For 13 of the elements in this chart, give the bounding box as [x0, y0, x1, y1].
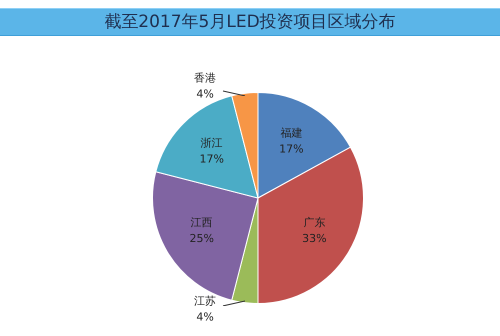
data-label: 4% — [196, 87, 214, 100]
slice-label: 福建 — [280, 126, 302, 140]
data-label: 4% — [196, 310, 214, 324]
data-label: 17% — [279, 142, 304, 156]
data-label: 25% — [189, 232, 214, 246]
slice-label: 浙江 — [200, 136, 223, 150]
slice-label: 香港 — [194, 71, 216, 84]
slice-label: 广东 — [303, 216, 326, 230]
slice-label: 江苏 — [194, 294, 216, 308]
data-label: 33% — [302, 232, 327, 246]
slice-label: 江西 — [190, 216, 213, 230]
data-label: 17% — [200, 152, 224, 166]
chart-title: 截至2017年5月LED投资项目区域分布 — [0, 8, 500, 36]
